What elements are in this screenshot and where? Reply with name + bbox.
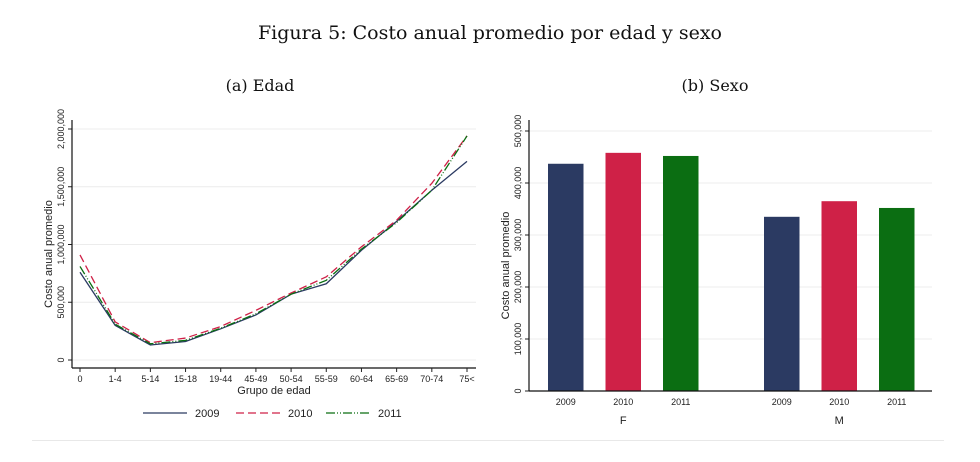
series-line-2011 [79, 135, 468, 345]
x-tick-label: 50-54 [280, 374, 303, 384]
x-tick-label: 45-49 [244, 374, 267, 384]
bar-label-2009: 2009 [556, 397, 576, 407]
y-tick-label: 0 [513, 388, 523, 393]
bar-F-2010 [605, 152, 641, 391]
bar-F-2011 [663, 155, 699, 391]
subtitle-age: (a) Edad [225, 76, 295, 95]
x-tick-label: 0 [77, 374, 82, 384]
y-tick-label: 2,000,000 [56, 109, 66, 149]
y-tick-label: 100,000 [513, 323, 523, 356]
x-tick-label: 55-59 [315, 374, 338, 384]
bar-F-2009 [548, 163, 584, 391]
y-tick-label: 1,000,000 [56, 224, 66, 264]
y-tick-label: 500,000 [513, 115, 523, 148]
y-axis-title: Costo anual promedio [43, 200, 55, 308]
bar-label-2010: 2010 [829, 397, 849, 407]
y-tick-label: 1,500,000 [56, 167, 66, 207]
bar-M-2009 [764, 216, 800, 391]
bar-label-2011: 2011 [887, 397, 906, 407]
bar-label-2010: 2010 [613, 397, 633, 407]
subtitle-sex: (b) Sexo [681, 76, 749, 95]
y-tick-label: 200,000 [513, 271, 523, 304]
y-tick-label: 400,000 [513, 167, 523, 200]
figure-title: Figura 5: Costo anual promedio por edad … [258, 22, 722, 44]
y-tick-label: 500,000 [56, 286, 66, 319]
legend-label-2011: 2011 [378, 408, 402, 420]
group-label-F: F [620, 415, 627, 427]
x-tick-label: 70-74 [420, 374, 443, 384]
x-axis-title: Grupo de edad [237, 385, 310, 397]
legend-label-2010: 2010 [288, 408, 312, 420]
y-axis-title: Costo anual promedio [500, 212, 512, 320]
group-label-M: M [835, 415, 844, 427]
x-tick-label: 19-44 [209, 374, 232, 384]
x-tick-label: 1-4 [109, 374, 122, 384]
y-tick-label: 300,000 [513, 219, 523, 252]
y-tick-label: 0 [56, 357, 66, 362]
bar-M-2010 [821, 201, 857, 391]
x-tick-label: 60-64 [350, 374, 373, 384]
footer-divider [32, 440, 944, 441]
bar-label-2011: 2011 [671, 397, 690, 407]
x-tick-label: 15-18 [174, 374, 197, 384]
legend-label-2009: 2009 [195, 408, 219, 420]
x-tick-label: 5-14 [141, 374, 159, 384]
bar-M-2011 [879, 207, 915, 391]
bar-label-2009: 2009 [772, 397, 792, 407]
series-line-2010 [79, 135, 468, 344]
x-tick-label: 75< [459, 374, 474, 384]
x-tick-label: 65-69 [385, 374, 408, 384]
